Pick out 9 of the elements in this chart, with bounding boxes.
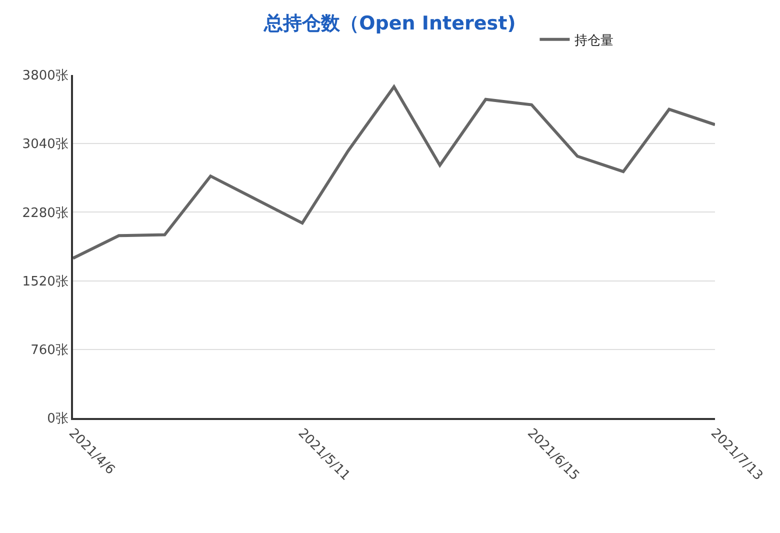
chart-title: 总持仓数（Open Interest) [263, 12, 516, 34]
y-tick-label: 3040张 [22, 137, 68, 152]
y-tick-label: 2280张 [22, 206, 68, 221]
y-tick-label: 760张 [30, 342, 68, 358]
y-tick-label: 3800张 [22, 68, 68, 84]
y-tick-label: 0张 [47, 412, 68, 427]
y-tick-label: 1520张 [22, 274, 68, 290]
line-series [73, 85, 715, 260]
legend-label: 持仓量 [574, 33, 614, 48]
